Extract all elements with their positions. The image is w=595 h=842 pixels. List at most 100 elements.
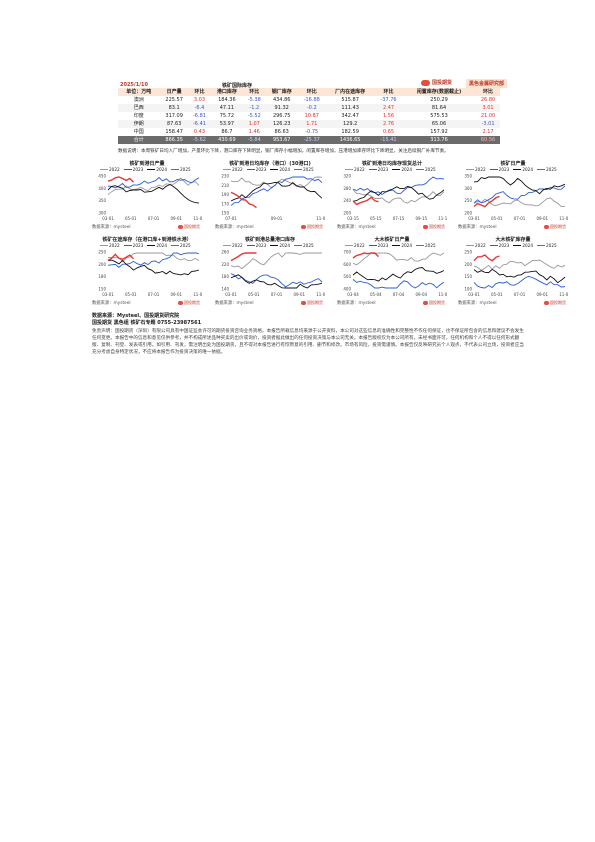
legend-item: 2022 bbox=[466, 243, 486, 248]
y-tick-label: 190 bbox=[221, 192, 229, 197]
logo-text: 国投期货 bbox=[432, 80, 453, 86]
table-cell: 0.43 bbox=[193, 129, 206, 135]
chart-watermark: 国投期货 bbox=[544, 300, 566, 306]
legend-label: 2022 bbox=[232, 243, 243, 248]
table-cell: 1.46 bbox=[248, 129, 260, 135]
x-tick-label: 05-01 bbox=[125, 216, 137, 221]
legend-label: 2025 bbox=[303, 243, 314, 248]
legend-item: 2024 bbox=[270, 167, 290, 172]
table-cell: 182.59 bbox=[341, 129, 359, 135]
table-cell: 0.65 bbox=[382, 129, 395, 135]
legend-swatch bbox=[368, 244, 377, 247]
watermark-text: 国投期货 bbox=[429, 300, 445, 305]
y-tick-label: 210 bbox=[221, 183, 229, 188]
legend-label: 2024 bbox=[401, 167, 413, 172]
y-tick-label: 250 bbox=[464, 250, 472, 255]
legend-item: 2023 bbox=[246, 167, 266, 172]
legend-label: 2025 bbox=[180, 243, 191, 248]
legend-swatch bbox=[100, 168, 108, 171]
chart-source: 数据来源：mysteel bbox=[458, 301, 497, 306]
legend-item: 2024 bbox=[392, 167, 412, 172]
series-line bbox=[352, 196, 379, 206]
x-tick-label: 09-01 bbox=[271, 216, 283, 221]
table-total-row: 合计 866.35 -5.62 430.69 -5.84 953.67 -25.37 1436… bbox=[118, 136, 500, 144]
table-cell: -5.84 bbox=[243, 136, 266, 144]
legend-item: 2025 bbox=[294, 167, 314, 172]
table-cell: -3.01 bbox=[476, 120, 500, 128]
legend-swatch bbox=[270, 244, 279, 247]
legend-swatch bbox=[246, 168, 255, 171]
chart-plot: 150 170 190 210 230 07-01 09-01 11-01 bbox=[221, 174, 325, 222]
x-tick-label: 05-01 bbox=[125, 292, 137, 297]
series-line bbox=[473, 268, 566, 284]
legend-item: 2022 bbox=[100, 167, 120, 172]
legend-swatch bbox=[123, 244, 132, 247]
legend-label: 2025 bbox=[303, 167, 314, 172]
x-tick-label: 03-15 bbox=[347, 216, 359, 221]
legend-label: 2024 bbox=[156, 243, 168, 248]
table-cell: 53.97 bbox=[210, 120, 244, 128]
legend-swatch bbox=[270, 168, 279, 171]
series-line bbox=[352, 252, 445, 266]
legend-item: 2024 bbox=[392, 243, 412, 248]
y-tick-label: 400 bbox=[98, 186, 106, 191]
legend-item: 2024 bbox=[513, 167, 533, 172]
table-cell: -0.75 bbox=[305, 129, 319, 135]
legend-label: 2022 bbox=[354, 243, 365, 248]
y-tick-label: 400 bbox=[343, 287, 351, 292]
disclaimer-paragraph: 免责声明：国投期货（深圳）有限公司具有中国证监会许可的期货投资咨询业务资格。本报… bbox=[92, 329, 524, 355]
legend-item: 2025 bbox=[294, 243, 314, 248]
chart-plot: 300 350 400 450 03-01 05-01 07-01 09-01 11-01 bbox=[98, 174, 202, 222]
legend-item: 2024 bbox=[270, 243, 290, 248]
legend-label: 2025 bbox=[425, 243, 436, 248]
table-cell: 575.53 bbox=[430, 113, 448, 119]
table-cell: 87.63 bbox=[159, 120, 189, 128]
table-cell: -5.62 bbox=[188, 136, 211, 144]
table-cell: 313.76 bbox=[401, 136, 477, 144]
x-tick-label: 03-01 bbox=[468, 292, 480, 297]
logo-icon bbox=[178, 225, 183, 229]
table-cell: 2.47 bbox=[375, 104, 402, 112]
legend-label: 2023 bbox=[498, 243, 510, 248]
watermark-text: 国投期货 bbox=[550, 300, 566, 305]
legend-label: 2024 bbox=[522, 243, 534, 248]
y-tick-label: 240 bbox=[343, 198, 351, 203]
legend-swatch bbox=[345, 168, 353, 171]
table-row: 印度 317.09 -6.81 75.72 -5.52 296.75 10.87 342.47… bbox=[118, 112, 500, 120]
series-line bbox=[107, 252, 200, 263]
legend-label: 2022 bbox=[475, 167, 486, 172]
series-line bbox=[352, 267, 445, 282]
logo-icon bbox=[421, 79, 430, 86]
y-tick-label: 200 bbox=[98, 262, 106, 267]
legend-item: 2023 bbox=[368, 167, 388, 172]
chart-legend: 2022 2023 2024 2025 bbox=[466, 167, 557, 172]
table-cell: -15.41 bbox=[375, 136, 402, 144]
legend-swatch bbox=[147, 244, 156, 247]
chart-source: 数据来源：mysteel bbox=[337, 301, 376, 306]
table-title: 铁矿国际库存 bbox=[222, 83, 253, 89]
table-cell: 2.17 bbox=[482, 129, 494, 135]
x-tick-label: 07-04 bbox=[393, 292, 405, 297]
chart-legend: 2022 2023 2024 2025 bbox=[223, 243, 314, 248]
y-tick-label: 300 bbox=[464, 186, 472, 191]
watermark-text: 国投期货 bbox=[184, 224, 200, 229]
legend-label: 2022 bbox=[475, 243, 486, 248]
legend-swatch bbox=[466, 244, 474, 247]
legend-swatch bbox=[294, 244, 303, 247]
legend-label: 2025 bbox=[546, 243, 557, 248]
series-line bbox=[107, 259, 200, 276]
legend-item: 2022 bbox=[223, 243, 243, 248]
legend-swatch bbox=[513, 244, 522, 247]
chart-plot: 140 180 220 260 03-01 05-01 07-01 09-01 11-01 bbox=[221, 250, 325, 298]
x-tick-label: 09-01 bbox=[293, 292, 305, 297]
company-logo: 国投期货 bbox=[421, 79, 452, 86]
legend-swatch bbox=[489, 244, 498, 247]
legend-swatch bbox=[466, 168, 474, 171]
x-tick-label: 07-01 bbox=[225, 216, 237, 221]
y-tick-label: 180 bbox=[221, 274, 229, 279]
watermark-text: 国投期货 bbox=[307, 300, 323, 305]
chart-legend: 2022 2023 2024 2025 bbox=[466, 243, 557, 248]
column-header: 厂内在途库存 bbox=[325, 88, 376, 96]
series-line bbox=[352, 176, 445, 196]
legend-item: 2023 bbox=[368, 243, 388, 248]
